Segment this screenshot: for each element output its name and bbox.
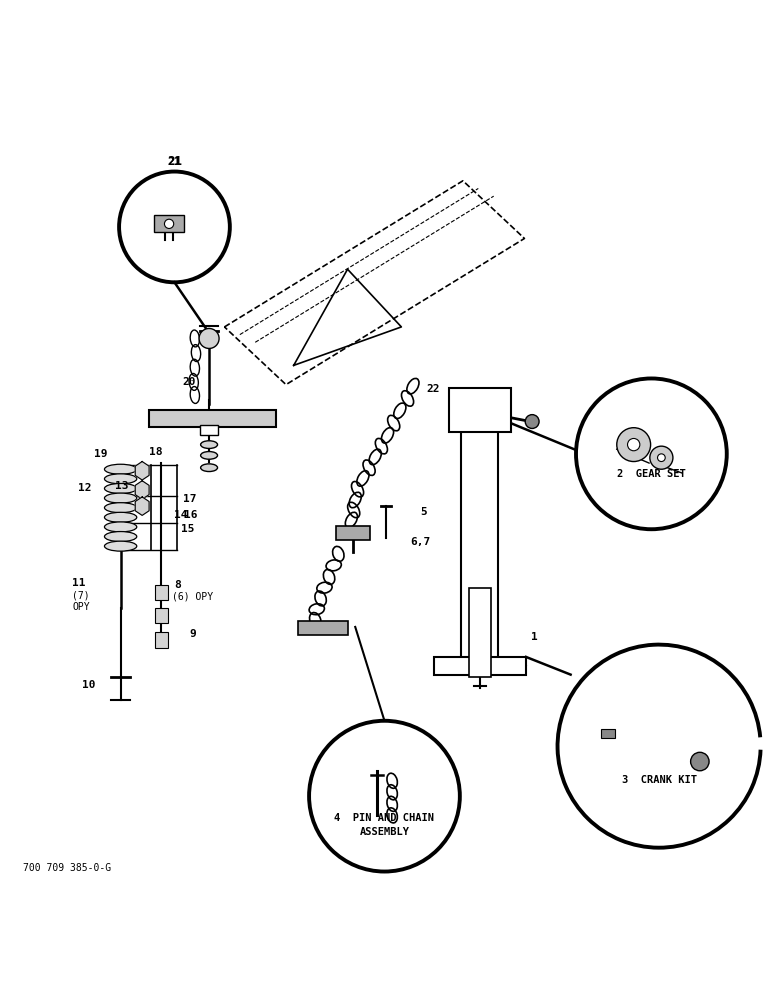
Text: 14: 14: [174, 510, 187, 520]
Text: (7): (7): [72, 590, 90, 600]
Polygon shape: [135, 497, 149, 515]
Ellipse shape: [104, 464, 137, 474]
Text: 4  PIN AND CHAIN: 4 PIN AND CHAIN: [334, 813, 435, 823]
Bar: [297, 621, 347, 635]
Bar: [155, 585, 168, 600]
Circle shape: [650, 446, 673, 469]
Ellipse shape: [201, 452, 218, 459]
Text: 9: 9: [190, 629, 197, 639]
Text: 16: 16: [185, 510, 198, 520]
Text: 700 709 385-0-G: 700 709 385-0-G: [23, 863, 111, 873]
Text: 20: 20: [182, 377, 195, 387]
Text: ASSEMBLY: ASSEMBLY: [360, 827, 409, 837]
Bar: [462, 431, 498, 658]
Polygon shape: [135, 462, 149, 480]
Circle shape: [559, 646, 759, 846]
Bar: [149, 410, 276, 427]
Text: 11: 11: [72, 578, 86, 588]
Text: 18: 18: [149, 447, 163, 457]
Bar: [200, 425, 218, 435]
Ellipse shape: [104, 483, 137, 493]
Circle shape: [199, 328, 219, 348]
Ellipse shape: [104, 474, 137, 484]
Polygon shape: [135, 481, 149, 499]
Ellipse shape: [104, 522, 137, 532]
Text: 22: 22: [426, 384, 439, 394]
Text: 6,7: 6,7: [411, 537, 431, 547]
Text: 5: 5: [421, 507, 428, 517]
Text: 8: 8: [174, 580, 181, 590]
Bar: [434, 657, 526, 675]
Circle shape: [525, 415, 539, 428]
Text: 15: 15: [181, 524, 195, 534]
Ellipse shape: [201, 464, 218, 472]
Circle shape: [691, 752, 709, 771]
Text: OPY: OPY: [72, 602, 90, 612]
Ellipse shape: [104, 512, 137, 522]
Text: 12: 12: [78, 483, 92, 493]
Bar: [154, 215, 185, 232]
Text: 3  CRANK KIT: 3 CRANK KIT: [621, 775, 696, 785]
Ellipse shape: [104, 541, 137, 551]
Text: 19: 19: [93, 449, 107, 459]
Text: 17: 17: [183, 494, 196, 504]
Circle shape: [617, 428, 651, 462]
Text: (6) OPY: (6) OPY: [172, 592, 213, 602]
Circle shape: [658, 454, 665, 462]
Text: 10: 10: [82, 680, 96, 690]
Circle shape: [164, 219, 174, 228]
Ellipse shape: [104, 532, 137, 542]
Bar: [155, 632, 168, 648]
Ellipse shape: [201, 441, 218, 448]
Ellipse shape: [104, 493, 137, 503]
Text: 1: 1: [530, 632, 537, 642]
Circle shape: [628, 438, 640, 451]
Bar: [336, 526, 370, 540]
Bar: [449, 388, 510, 432]
Bar: [469, 588, 491, 677]
Bar: [601, 729, 615, 738]
Ellipse shape: [104, 503, 137, 513]
Text: 21: 21: [167, 155, 182, 168]
Text: 21: 21: [168, 157, 181, 167]
Text: 2  GEAR SET: 2 GEAR SET: [617, 469, 686, 479]
Bar: [155, 608, 168, 623]
Text: 13: 13: [115, 481, 129, 491]
